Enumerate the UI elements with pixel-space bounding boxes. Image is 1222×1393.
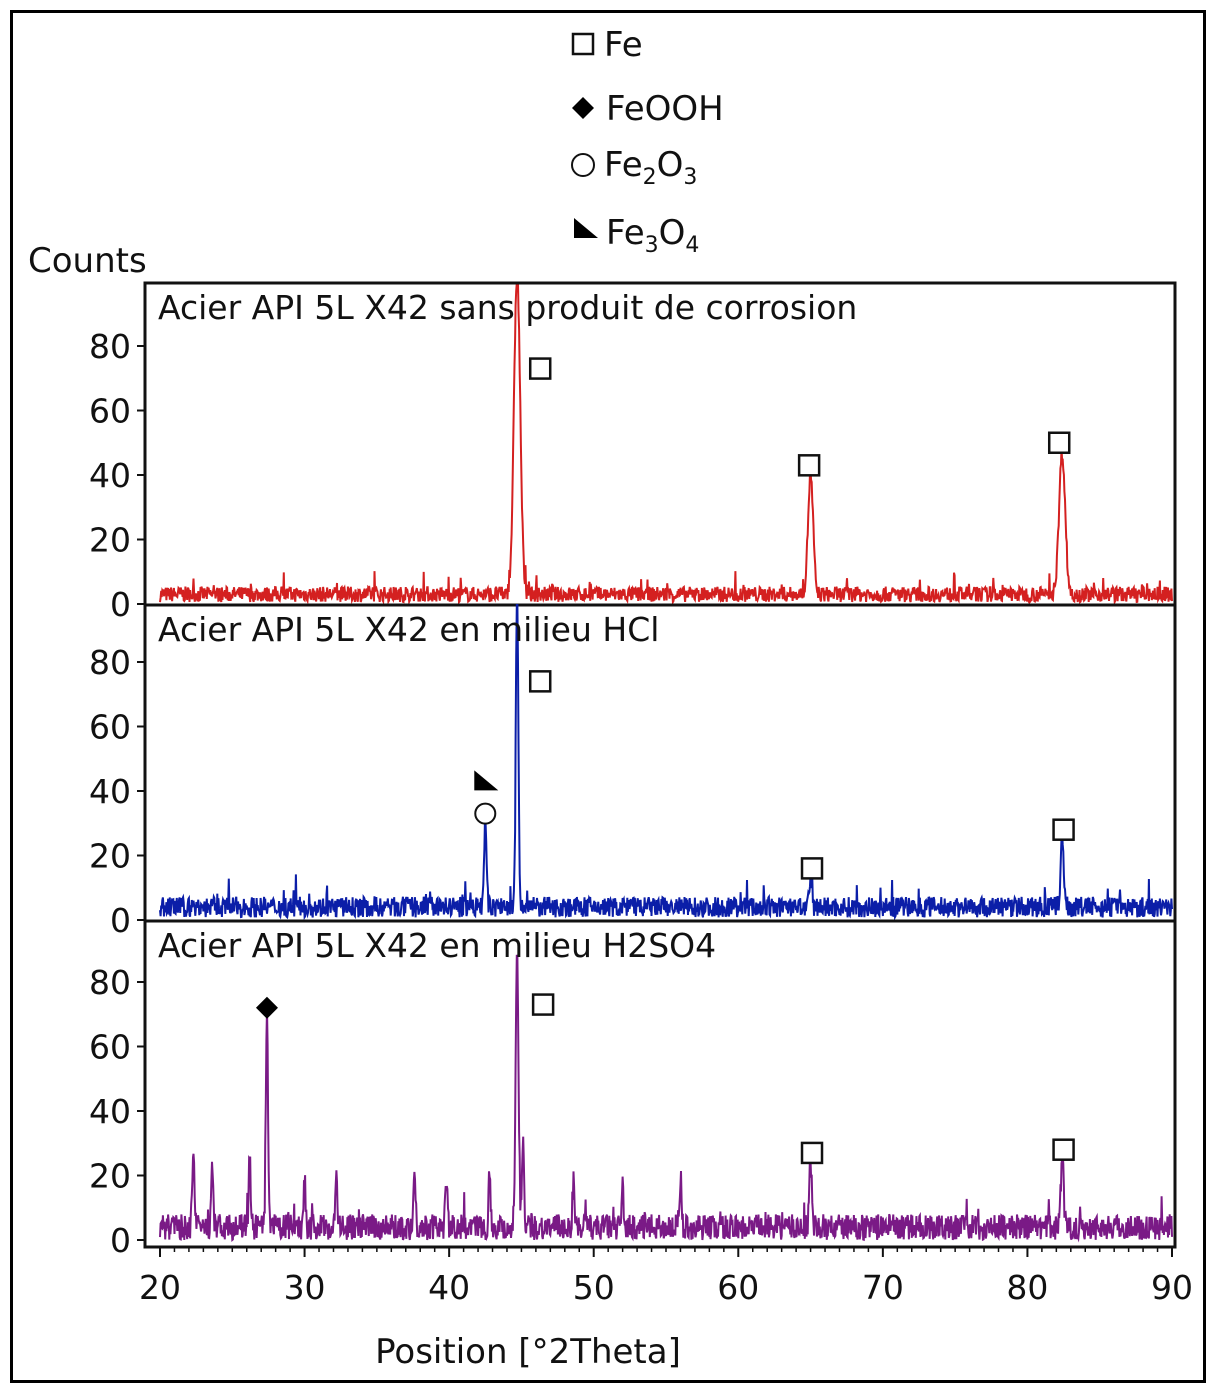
panel-title-1: Acier API 5L X42 sans produit de corrosi… xyxy=(158,288,857,327)
plot-border xyxy=(143,281,1177,1249)
x-tick-label: 70 xyxy=(862,1268,904,1307)
panel-title-3: Acier API 5L X42 en milieu H2SO4 xyxy=(158,926,716,965)
legend: Fe FeOOH Fe2O3 Fe3O4 xyxy=(571,25,724,258)
x-tick-label: 20 xyxy=(139,1268,181,1307)
marker-fe3o4-triangle xyxy=(474,770,499,791)
marker-fe-square xyxy=(528,670,552,693)
x-tick-label: 50 xyxy=(573,1268,615,1307)
series-trace-1 xyxy=(159,282,1173,606)
legend-label-fe2o3: Fe2O3 xyxy=(604,145,697,190)
marker-fe-square xyxy=(1047,431,1071,454)
y-axis-label: Counts xyxy=(28,241,147,281)
y-tick-label: 20 xyxy=(89,521,131,560)
marker-feooh-diamond xyxy=(255,996,278,1019)
y-tick-label: 60 xyxy=(89,1028,131,1067)
y-tick-label: 0 xyxy=(110,901,131,940)
series-trace-3 xyxy=(159,954,1173,1243)
y-tick-label: 0 xyxy=(110,585,131,624)
legend-label-feooh: FeOOH xyxy=(606,89,724,129)
legend-marker-fe2o3-circle xyxy=(571,153,595,177)
marker-fe-square xyxy=(531,993,555,1016)
marker-fe-square xyxy=(800,1141,824,1165)
y-tick-label: 40 xyxy=(89,772,131,811)
marker-fe-square xyxy=(1052,1138,1075,1161)
legend-marker-fe-square xyxy=(571,32,595,56)
x-tick-label: 80 xyxy=(1006,1268,1048,1307)
y-tick-label: 80 xyxy=(89,963,131,1002)
legend-marker-feooh-diamond xyxy=(572,97,594,119)
x-axis-label: Position [°2Theta] xyxy=(375,1332,681,1372)
y-tick-label: 0 xyxy=(110,1221,131,1260)
panel-title-2: Acier API 5L X42 en milieu HCl xyxy=(158,610,659,649)
y-tick-label: 80 xyxy=(89,643,131,682)
x-tick-label: 60 xyxy=(717,1268,759,1307)
y-tick-label: 60 xyxy=(89,708,131,747)
plot-area: Acier API 5L X42 sans produit de corrosi… xyxy=(89,281,1193,1307)
series-trace-2 xyxy=(159,604,1173,921)
figure-frame xyxy=(10,10,1206,1383)
y-tick-label: 20 xyxy=(89,1157,131,1196)
legend-label-fe: Fe xyxy=(604,25,643,65)
legend-marker-fe3o4-triangle xyxy=(574,218,598,238)
marker-fe-square xyxy=(528,357,552,380)
y-tick-label: 40 xyxy=(89,456,131,495)
x-tick-label: 90 xyxy=(1151,1268,1193,1307)
y-tick-label: 60 xyxy=(89,392,131,431)
marker-fe-square xyxy=(1052,818,1075,841)
x-tick-label: 30 xyxy=(284,1268,326,1307)
marker-fe-square xyxy=(800,857,824,880)
x-tick-label: 40 xyxy=(428,1268,470,1307)
y-tick-label: 80 xyxy=(89,327,131,366)
legend-label-fe3o4: Fe3O4 xyxy=(606,213,699,258)
y-tick-label: 40 xyxy=(89,1092,131,1131)
marker-fe2o3-circle xyxy=(474,802,497,825)
y-tick-label: 20 xyxy=(89,837,131,876)
marker-fe-square xyxy=(797,454,821,477)
